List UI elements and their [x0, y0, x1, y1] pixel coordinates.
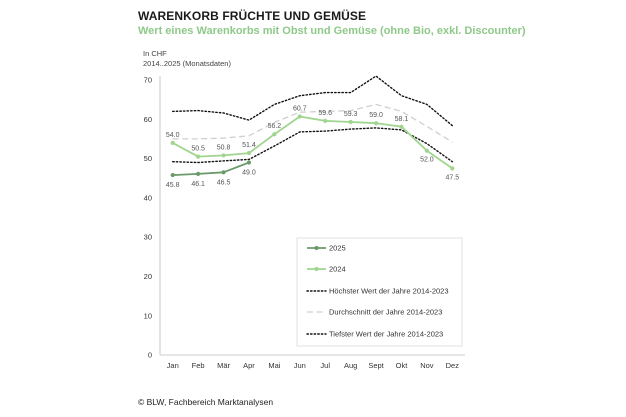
- data-label-2024: 56.2: [268, 123, 282, 130]
- data-point: [297, 114, 302, 119]
- data-point: [221, 170, 226, 175]
- data-label-2024: 52.0: [420, 157, 434, 164]
- x-tick-label: Apr: [243, 361, 255, 370]
- y-tick-label: 70: [144, 76, 152, 85]
- series-lines: [170, 75, 455, 178]
- legend-label: Durchschnitt der Jahre 2014-2023: [329, 308, 442, 317]
- series-line-2: [172, 75, 453, 127]
- data-point: [170, 172, 175, 178]
- x-tick-label: Mär: [217, 361, 230, 370]
- data-point: [348, 119, 353, 125]
- legend-box: [296, 237, 463, 347]
- series-line-3: [172, 103, 453, 143]
- legend-label: Tiefster Wert der Jahre 2014-2023: [329, 330, 443, 339]
- period-label: 2014..2025 (Monatsdaten): [143, 58, 231, 68]
- unit-label-block: In CHF 2014..2025 (Monatsdaten): [143, 49, 231, 68]
- data-point: [246, 150, 252, 156]
- axes: 0 10 20 30 40 50 60 70 Jan Feb Mär Apr Mai Jun Jul Aug S…: [144, 76, 465, 370]
- y-tick-label: 10: [144, 311, 152, 320]
- data-point: [196, 171, 201, 176]
- legend-marker: [314, 245, 319, 251]
- data-label-2024: 59.0: [369, 112, 383, 119]
- data-label-2024: 58.1: [395, 116, 409, 123]
- y-tick-label: 30: [144, 233, 152, 242]
- data-point: [424, 148, 429, 153]
- legend-label: Höchster Wert der Jahre 2014-2023: [329, 287, 449, 296]
- x-tick-label: Feb: [192, 361, 205, 370]
- chart-title: WARENKORB FRÜCHTE UND GEMÜSE: [138, 9, 367, 23]
- y-tick-label: 20: [144, 272, 152, 281]
- data-point: [450, 166, 455, 171]
- data-label-2024: 59.3: [344, 111, 358, 118]
- source-note: © BLW, Fachbereich Marktanalysen: [138, 397, 274, 407]
- data-label-2025: 49.0: [242, 170, 256, 177]
- data-point: [221, 153, 226, 158]
- legend: 2025 2024 Höchster Wert der Jahre 2014-202…: [296, 237, 463, 347]
- data-labels: 45.8 46.1 46.5 49.0 54.0 50.5 50.8 51.4 56.2 60.7…: [166, 106, 459, 190]
- x-tick-label: Aug: [344, 361, 357, 370]
- data-label-2025: 46.1: [191, 181, 205, 188]
- series-line-1: [172, 115, 453, 170]
- data-label-2024: 50.8: [217, 144, 231, 151]
- y-tick-label: 0: [148, 351, 152, 360]
- series-line-0: [172, 161, 250, 176]
- data-point: [399, 124, 404, 129]
- unit-label: In CHF: [143, 49, 167, 58]
- chart-subtitle: Wert eines Warenkorbs mit Obst und Gemüs…: [138, 25, 526, 37]
- data-point: [246, 160, 252, 165]
- x-tick-label: Jul: [320, 361, 330, 370]
- data-label-2024: 54.0: [166, 132, 180, 139]
- legend-marker: [314, 266, 319, 272]
- x-tick-label: Sept: [368, 361, 384, 370]
- data-label-2024: 59.6: [318, 110, 332, 117]
- series-line-4: [172, 127, 453, 164]
- x-tick-label: Dez: [446, 361, 460, 370]
- data-point: [323, 118, 328, 123]
- data-label-2024: 60.7: [293, 106, 307, 113]
- data-point: [373, 121, 379, 126]
- x-tick-label: Jan: [167, 361, 179, 370]
- y-tick-label: 50: [144, 154, 152, 163]
- data-label-2024: 50.5: [191, 146, 205, 153]
- x-tick-label: Okt: [396, 361, 409, 370]
- x-tick-label: Nov: [420, 361, 434, 370]
- data-label-2024: 51.4: [242, 142, 256, 149]
- data-label-2025: 46.5: [217, 179, 231, 186]
- data-point: [196, 154, 201, 159]
- x-tick-label: Jun: [294, 361, 306, 370]
- x-tick-label: Mai: [268, 361, 280, 370]
- data-label-2024: 47.5: [445, 174, 459, 181]
- data-point: [272, 132, 277, 137]
- data-point: [170, 140, 175, 145]
- legend-label: 2024: [329, 265, 346, 274]
- y-tick-label: 40: [144, 193, 152, 202]
- legend-label: 2025: [329, 244, 346, 253]
- data-label-2025: 45.8: [166, 182, 180, 189]
- y-tick-label: 60: [144, 115, 152, 124]
